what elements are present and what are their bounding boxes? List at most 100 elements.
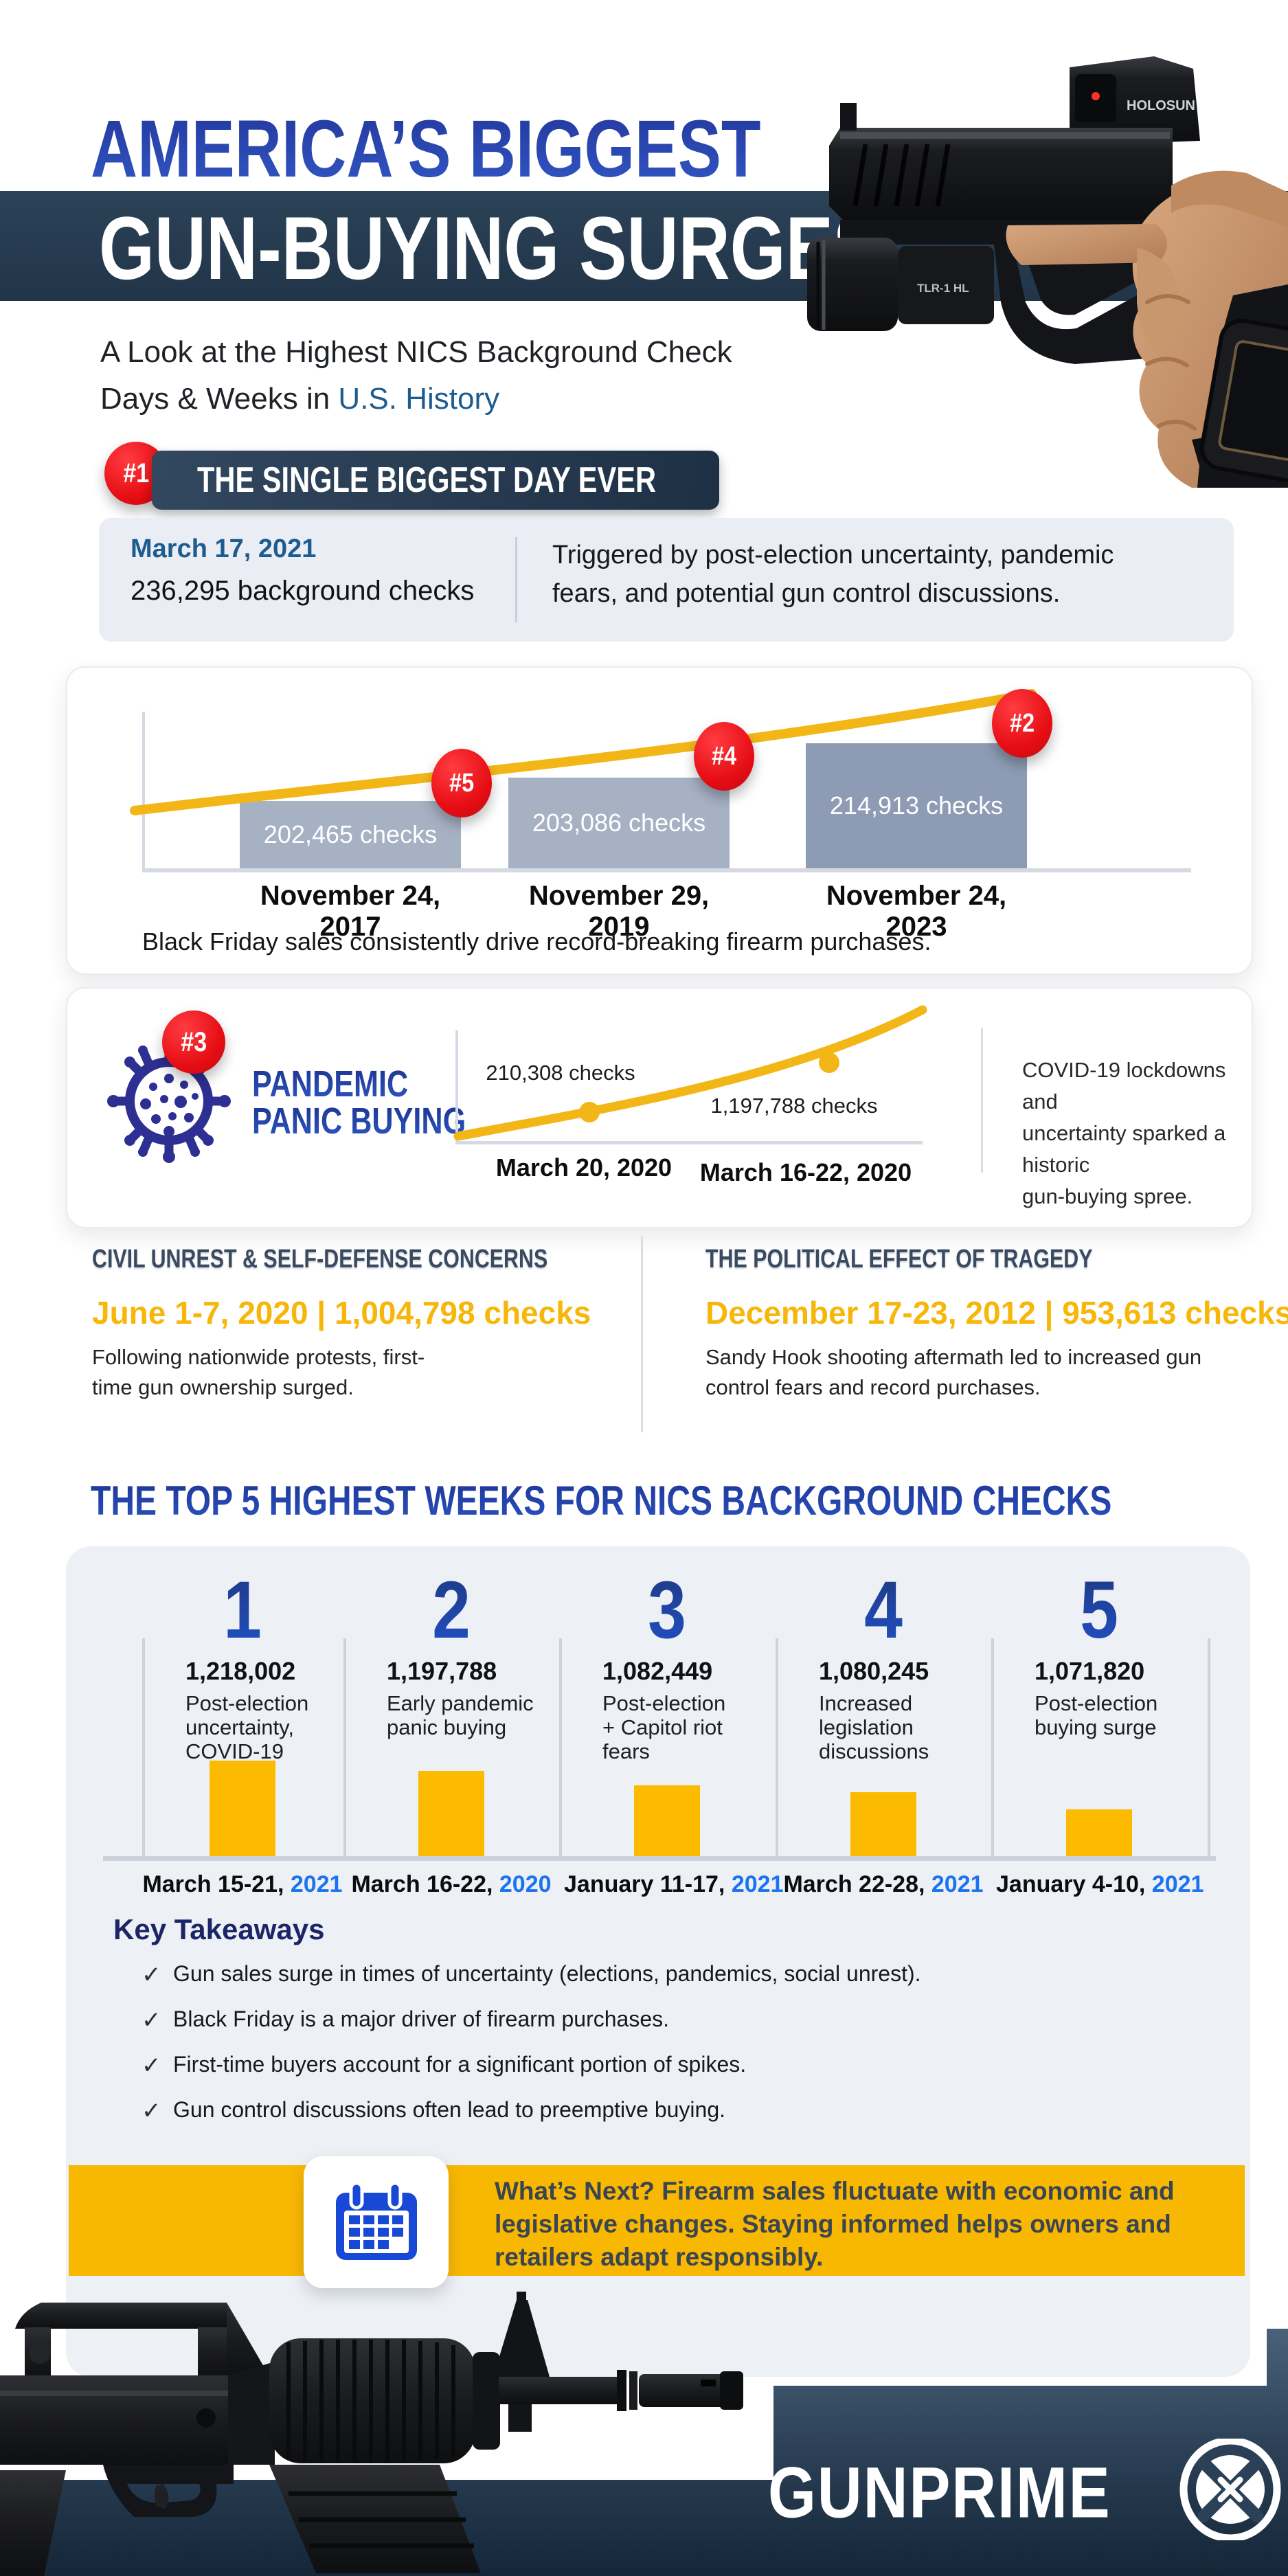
top5-description: Post-election buying surge [1035, 1691, 1158, 1739]
virus-icon [107, 1039, 231, 1163]
rank-3-badge-label: #3 [181, 1026, 207, 1057]
top5-bar [418, 1771, 484, 1856]
bf-caption: Black Friday sales consistently drive re… [142, 927, 931, 956]
watch-photo [1197, 284, 1288, 488]
top5-date-text: January 11-17, [564, 1871, 725, 1897]
rifle-image [0, 2292, 743, 2576]
columns-divider [641, 1236, 643, 1432]
brand-wordmark: GUNPRIME [768, 2452, 1111, 2533]
rank-1-badge-label: #1 [123, 457, 149, 488]
top5-description: Early pandemic panic buying [387, 1691, 534, 1739]
civil-unrest-heading: CIVIL UNREST & SELF-DEFENSE CONCERNS [92, 1245, 548, 1274]
single-biggest-day-title: THE SINGLE BIGGEST DAY EVER [197, 460, 657, 500]
top5-rank: 3 [580, 1570, 755, 1651]
pandemic-card: #3 PANDEMIC PANIC BUYING 210,308 checks … [66, 987, 1253, 1228]
pandemic-title-line1: PANDEMIC [252, 1063, 409, 1105]
bf-bar-date: November 24, 2023 [826, 881, 1007, 942]
bf-y-axis [142, 712, 145, 868]
rank-2-badge: #2 [992, 689, 1052, 758]
top5-date-text: March 15-21, [142, 1871, 284, 1897]
whats-next-text: What’s Next? Firearm sales fluctuate wit… [495, 2177, 1175, 2271]
top5-stat: 1,197,788 Early pandemic panic buying [387, 1657, 534, 1739]
check-icon: ✓ [142, 2053, 161, 2079]
top5-heading: THE TOP 5 HIGHEST WEEKS FOR NICS BACKGRO… [91, 1478, 1112, 1524]
bf-bar-label: 203,086 checks [532, 809, 706, 837]
takeaway-item: Black Friday is a major driver of firear… [173, 2007, 669, 2031]
subtitle-line1: A Look at the Highest NICS Background Ch… [100, 335, 732, 369]
top5-value: 1,071,820 [1035, 1657, 1145, 1685]
column-divider [776, 1638, 778, 1856]
black-friday-card: 202,465 checks 203,086 checks 214,913 ch… [66, 666, 1253, 975]
top5-stat: 1,071,820 Post-election buying surge [1035, 1657, 1157, 1739]
civil-unrest-description: Following nationwide protests, first- ti… [92, 1345, 425, 1399]
tragedy-heading: THE POLITICAL EFFECT OF TRAGEDY [705, 1245, 1093, 1274]
top5-value: 1,197,788 [387, 1657, 497, 1685]
top5-date-year: 2021 [284, 1871, 343, 1897]
rank-4-badge-label: #4 [712, 741, 736, 771]
pandemic-x-label2: March 16-22, 2020 [699, 1158, 912, 1186]
top5-rank: 5 [1012, 1570, 1187, 1651]
top5-bar [850, 1792, 916, 1856]
pandemic-point-2 [819, 1052, 839, 1073]
top5-rank: 4 [796, 1570, 971, 1651]
top5-bar [1066, 1809, 1132, 1856]
pistol-photo: HOLOSUN TLR-1 HL [807, 56, 1288, 488]
top5-date: January 11-17, 2021 [564, 1871, 783, 1898]
top5-stat: 1,080,245 Increased legislation discussio… [819, 1657, 929, 1763]
check-icon: ✓ [142, 2098, 161, 2124]
pandemic-point1-label: 210,308 checks [486, 1061, 635, 1085]
column-divider [991, 1638, 994, 1856]
takeaway-item: Gun control discussions often lead to pr… [173, 2097, 726, 2122]
single-biggest-day-card: March 17, 2021 236,295 background checks… [99, 518, 1234, 642]
pandemic-x-axis [455, 1141, 923, 1144]
subtitle-line2-highlight: U.S. History [338, 382, 500, 416]
pandemic-trend-line [453, 1005, 927, 1141]
top5-date-year: 2020 [493, 1871, 552, 1897]
check-icon: ✓ [142, 2007, 161, 2033]
top5-rank: 1 [155, 1570, 330, 1651]
subtitle-line2: Days & Weeks in U.S. History [100, 376, 499, 422]
top5-stat: 1,218,002 Post-election uncertainty, COVI… [185, 1657, 308, 1763]
column-divider [343, 1638, 346, 1856]
top5-value: 1,218,002 [185, 1657, 296, 1685]
bf-bar-label: 202,465 checks [263, 820, 438, 848]
pandemic-y-axis [455, 1030, 458, 1143]
bf-bar: 203,086 checks [508, 778, 730, 868]
pistol-slide [829, 128, 1173, 221]
top5-date-text: March 22-28, [783, 1871, 925, 1897]
top5-value: 1,082,449 [602, 1657, 713, 1685]
top5-date-text: January 4-10, [996, 1871, 1146, 1897]
top5-stat: 1,082,449 Post-election + Capitol riot fe… [602, 1657, 725, 1763]
check-icon: ✓ [142, 1962, 161, 1988]
brand-emblem-icon [1179, 2439, 1281, 2540]
whats-next-banner [69, 2165, 1245, 2276]
top5-date-year: 2021 [925, 1871, 984, 1897]
column-divider [142, 1638, 145, 1856]
vertical-divider [515, 537, 517, 622]
trigger-guard [994, 245, 1164, 364]
top5-bar [210, 1761, 275, 1856]
civil-unrest-stat: June 1-7, 2020 | 1,004,798 checks [92, 1295, 591, 1331]
calendar-card [304, 2156, 449, 2288]
column-divider [559, 1638, 562, 1856]
takeaway-item: Gun sales surge in times of uncertainty … [173, 1961, 921, 1986]
page-title-line1: AMERICA’S BIGGEST [91, 104, 761, 194]
takeaway-item: First-time buyers account for a signific… [173, 2052, 747, 2077]
top5-value: 1,080,245 [819, 1657, 929, 1685]
pandemic-description: COVID-19 lockdowns and uncertainty spark… [1022, 1058, 1226, 1208]
bf-x-axis [142, 868, 1191, 872]
svg-text:TLR-1 HL: TLR-1 HL [917, 282, 969, 295]
top5-date: March 15-21, 2021 [139, 1871, 346, 1898]
biggest-day-date: March 17, 2021 [131, 534, 317, 563]
bf-bar-date: November 29, 2019 [528, 881, 710, 942]
top5-date: March 22-28, 2021 [780, 1871, 986, 1898]
svg-text:HOLOSUN: HOLOSUN [1127, 98, 1195, 113]
bf-bar: 202,465 checks [240, 801, 461, 868]
biggest-day-value: 236,295 background checks [131, 576, 475, 606]
tragedy-stat: December 17-23, 2012 | 953,613 checks [705, 1295, 1288, 1331]
calendar-icon [335, 2182, 417, 2260]
weapon-light-icon: TLR-1 HL [807, 238, 994, 331]
pandemic-point2-label: 1,197,788 checks [710, 1094, 878, 1118]
top5-date-text: March 16-22, [351, 1871, 493, 1897]
